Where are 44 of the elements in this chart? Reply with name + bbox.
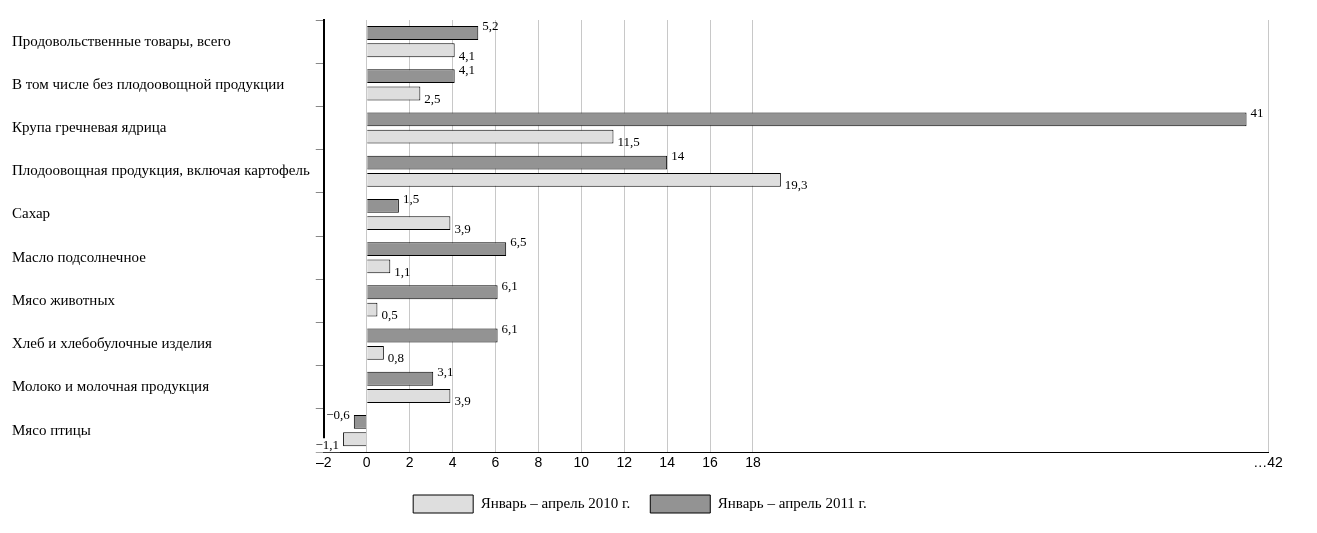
x-tick-label: –2 xyxy=(315,454,332,471)
x-tick-label: 0 xyxy=(362,454,371,471)
data-label: 1,5 xyxy=(402,191,420,207)
y-tick-label: Молоко и молочная продукция xyxy=(12,378,210,395)
data-label: −0,6 xyxy=(326,407,351,423)
data-label: 11,5 xyxy=(617,134,640,150)
x-tick-label: 16 xyxy=(702,454,719,471)
x-tick-label: 4 xyxy=(448,454,457,471)
y-tick-label: Продовольственные товары, всего xyxy=(12,32,231,49)
legend-label: Январь – апрель 2011 г. xyxy=(717,494,867,511)
data-label: 19,3 xyxy=(784,177,808,193)
legend-label: Январь – апрель 2010 г. xyxy=(480,494,631,511)
y-tick-label: В том числе без плодоовощной продукции xyxy=(12,75,285,92)
y-tick-label: Мясо животных xyxy=(12,291,116,308)
data-label: 3,1 xyxy=(437,364,454,380)
y-tick-label: Масло подсолнечное xyxy=(12,248,147,265)
x-tick-label: 10 xyxy=(573,454,590,471)
x-tick-label: 6 xyxy=(491,454,500,471)
data-label: 5,2 xyxy=(482,18,499,34)
data-label: 4,1 xyxy=(458,61,475,77)
y-tick-label: Мясо птицы xyxy=(12,421,91,438)
data-label: 0,8 xyxy=(387,350,405,366)
x-tick-label: 14 xyxy=(659,454,676,471)
data-label: 6,5 xyxy=(510,234,527,250)
x-tick-label: 12 xyxy=(616,454,633,471)
data-label: 14 xyxy=(671,148,685,164)
data-label: 41 xyxy=(1250,104,1264,120)
y-tick-label: Сахар xyxy=(12,205,51,222)
data-label: 2,5 xyxy=(424,90,441,106)
data-label: 3,9 xyxy=(454,393,471,409)
data-label: 6,1 xyxy=(501,320,518,336)
x-tick-label: 8 xyxy=(534,454,543,471)
y-tick-label: Крупа гречневая ядрица xyxy=(12,118,167,135)
data-label: 3,9 xyxy=(454,220,471,236)
data-label: 1,1 xyxy=(394,263,411,279)
data-label: 4,1 xyxy=(458,47,475,63)
x-tick-label: …42 xyxy=(1253,454,1283,471)
x-tick-label: 2 xyxy=(405,454,414,471)
data-label: 6,1 xyxy=(501,277,518,293)
x-tick-label: 18 xyxy=(745,454,761,471)
data-label: 0,5 xyxy=(381,307,398,322)
y-tick-label: Хлеб и хлебобулочные изделия xyxy=(12,335,212,352)
y-tick-label: Плодоовощная продукция, включая картофель xyxy=(12,162,310,179)
data-label: −1,1 xyxy=(315,436,340,452)
